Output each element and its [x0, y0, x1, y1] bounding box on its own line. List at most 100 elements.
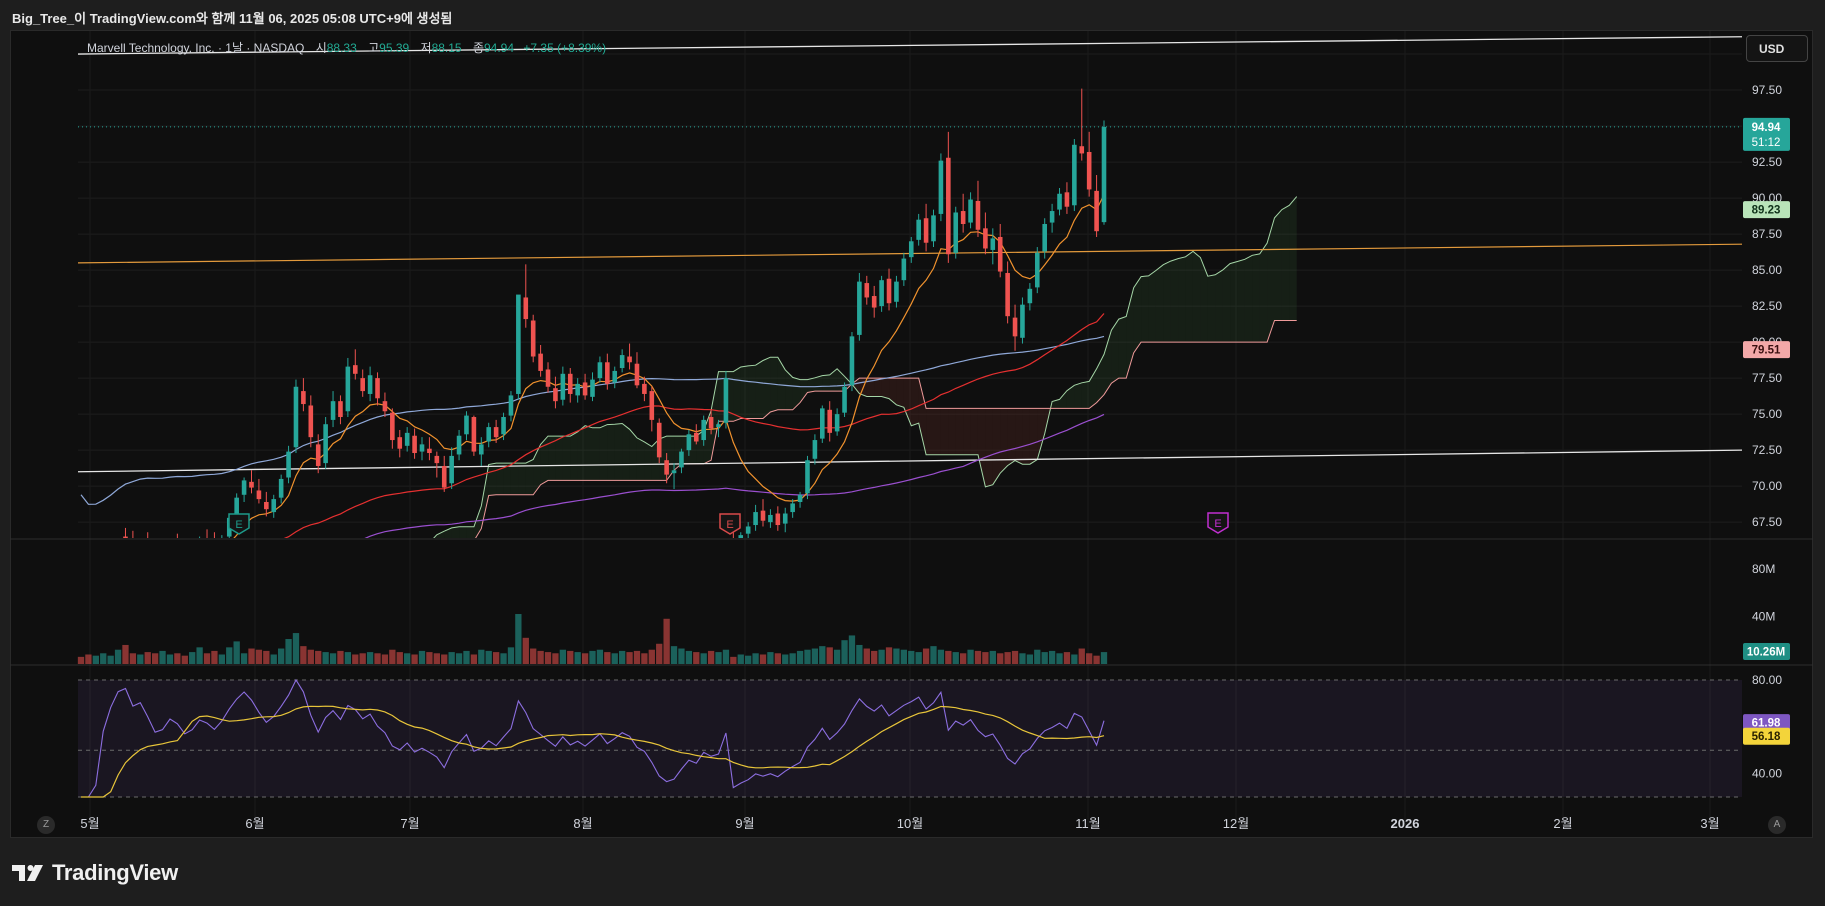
price-axis-tick-label: 82.50 — [1752, 299, 1782, 313]
cloud-segment — [814, 375, 823, 392]
candle-body — [123, 536, 128, 538]
symbol-legend: Marvell Technology, Inc. · 1날 · NASDAQ 시… — [87, 39, 606, 56]
cloud-top-badge: 89.23 — [1743, 201, 1790, 219]
volume-bar — [322, 652, 329, 664]
candle-body — [975, 200, 981, 230]
candle-body — [153, 555, 158, 564]
time-axis-label: 5월 — [80, 816, 99, 831]
timezone-toggle-button[interactable]: Z — [37, 816, 55, 834]
candle-body — [523, 297, 529, 320]
time-axis-label: 11월 — [1075, 816, 1100, 831]
candle-body — [634, 363, 640, 386]
volume-axis-tick-label: 40M — [1752, 609, 1775, 623]
lower-trendline — [78, 449, 1742, 473]
volume-bar — [715, 652, 722, 664]
candle-body — [894, 281, 899, 302]
candle-body — [664, 460, 669, 475]
candle-body — [441, 465, 447, 488]
auto-scale-button[interactable]: A — [1768, 816, 1786, 834]
volume-bar — [678, 648, 685, 664]
price-axis-tick-label: 70.00 — [1752, 479, 1782, 493]
cloud-segment — [363, 561, 370, 569]
volume-bar — [552, 653, 559, 664]
volume-bar — [997, 653, 1004, 664]
candle-body — [753, 512, 758, 526]
rsi-badge: 61.98 — [1743, 714, 1790, 732]
open-label: 시 — [315, 41, 327, 55]
volume-bar — [515, 614, 522, 664]
candle-body — [886, 278, 892, 304]
currency-button[interactable]: USD — [1746, 35, 1808, 62]
volume-bar — [670, 646, 678, 664]
cloud-segment — [562, 436, 571, 481]
candle-body — [486, 427, 492, 442]
cloud-segment — [1118, 316, 1127, 379]
cloud-segment — [548, 436, 556, 481]
volume-bar — [567, 650, 574, 664]
price-axis-tick-label: 87.50 — [1752, 227, 1782, 241]
volume-bar — [522, 637, 529, 664]
close-value: 94.94 — [484, 41, 515, 55]
time-axis-label: 2월 — [1553, 816, 1572, 831]
volume-bar — [982, 652, 989, 664]
candle-body — [931, 215, 936, 242]
cloud-segment — [970, 408, 978, 455]
price-axis-tick-label: 67.50 — [1752, 515, 1782, 529]
volume-bar — [937, 649, 945, 664]
cloud-segment — [274, 575, 281, 585]
candle-body — [1057, 193, 1062, 210]
volume-bar — [396, 652, 403, 664]
candle-body — [1094, 190, 1099, 232]
cloud-segment — [1163, 261, 1171, 343]
volume-bar — [789, 653, 796, 664]
cloud-segment — [436, 531, 445, 538]
candle-body — [145, 544, 150, 553]
cloud-segment — [1133, 276, 1142, 353]
volume-bar — [641, 653, 648, 664]
candle-body — [1079, 146, 1085, 154]
volume-bar — [544, 652, 552, 664]
candle-body — [516, 294, 521, 394]
candle-body — [367, 375, 373, 394]
volume-bar — [500, 653, 507, 664]
candle-body — [782, 513, 788, 524]
volume-bar — [100, 653, 107, 664]
volume-bar — [930, 646, 937, 664]
rsi-ma-line — [81, 705, 1105, 798]
earnings-marker-letter: E — [726, 519, 733, 531]
candle-body — [871, 296, 877, 308]
cloud-segment — [385, 562, 392, 570]
candle-body — [434, 455, 440, 464]
candle-body — [797, 494, 803, 502]
volume-bar — [596, 649, 604, 664]
volume-bar — [656, 643, 663, 664]
volume-bar — [1011, 650, 1019, 664]
candle-body — [693, 432, 699, 442]
cloud-segment — [407, 562, 414, 570]
cloud-segment — [1222, 263, 1231, 343]
volume-bar — [537, 650, 544, 664]
cloud-segment — [636, 437, 645, 481]
high-label: 고 — [368, 41, 380, 55]
cloud-segment — [459, 526, 467, 538]
candle-body — [538, 353, 543, 371]
candle-body — [301, 391, 306, 405]
candle-body — [131, 542, 136, 548]
candle-body — [249, 481, 254, 488]
candle-body — [375, 378, 380, 399]
candle-body — [234, 497, 239, 515]
earnings-marker-letter: E — [235, 519, 242, 531]
candle-body — [619, 355, 625, 369]
candle-body — [508, 395, 514, 416]
candle-body — [79, 573, 84, 582]
candle-body — [345, 366, 351, 412]
price-badge-bg — [1743, 117, 1790, 151]
volume-bar — [285, 639, 292, 664]
rsi-line — [81, 678, 1105, 798]
candle-body — [308, 405, 314, 438]
cloud-segment — [577, 425, 586, 481]
cloud-segment — [748, 365, 756, 419]
candle-body — [842, 386, 847, 413]
candle-body — [560, 373, 566, 400]
